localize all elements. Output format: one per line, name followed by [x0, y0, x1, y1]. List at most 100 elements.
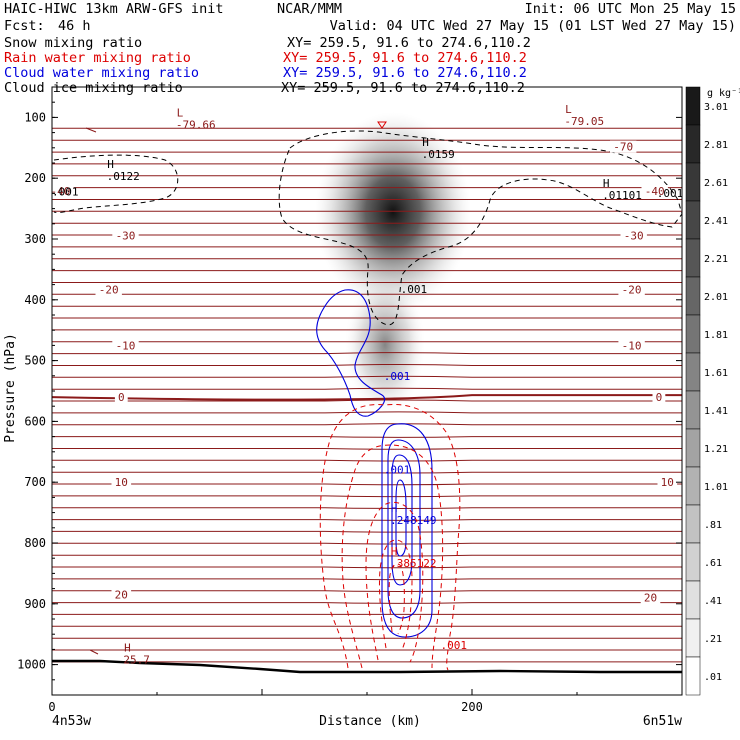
isotherm-label-bg — [111, 476, 132, 489]
colorbar-level: 3.01 — [704, 102, 728, 113]
rain-ring-3 — [365, 501, 424, 663]
y-tick-label: 500 — [24, 354, 46, 368]
cloud-ice-outline — [278, 130, 682, 326]
rain-ring-5 — [388, 563, 405, 635]
colorbar-swatch — [685, 580, 701, 620]
y-tick-label: 300 — [24, 232, 46, 246]
y-tick-label: 800 — [24, 536, 46, 550]
extremum-value: -79.66 — [176, 119, 216, 132]
isotherm-label-bg — [610, 140, 637, 153]
isotherm-label: -40 — [645, 185, 665, 198]
colorbar-swatch — [685, 542, 701, 582]
legend-xy-cloud-water: XY= 259.5, 91.6 to 274.6,110.2 — [283, 65, 527, 81]
y-tick-label: 200 — [24, 171, 46, 185]
isotherm-line — [52, 352, 682, 355]
isotherm-label-bg — [95, 283, 122, 296]
isotherm-label: -20 — [622, 283, 642, 296]
isotherm-label: -30 — [624, 229, 644, 242]
extremum-value: .001 — [401, 283, 428, 296]
colorbar-swatch — [685, 504, 701, 544]
legend-label-cloud-ice: Cloud ice mixing ratio — [4, 80, 183, 96]
isotherm-label: -20 — [99, 283, 119, 296]
x-axis: 0 200 — [48, 689, 683, 714]
extremum-value: .0122 — [107, 170, 140, 183]
extremum-letter: L — [565, 103, 572, 116]
isotherm-label: -10 — [116, 339, 136, 352]
isotherm-label: -40 — [50, 185, 70, 198]
cloud-ice-contour — [53, 130, 682, 326]
isotherm-line — [52, 471, 682, 474]
extremum-value: .001 — [52, 186, 79, 199]
cloud-water-outer — [381, 423, 433, 638]
colorbar-swatch — [685, 352, 701, 392]
isotherm-line — [52, 530, 682, 533]
isotherm-line — [52, 483, 682, 486]
colorbar-level: 2.41 — [704, 216, 728, 227]
run-title: HAIC-HIWC 13km ARW-GFS init — [4, 1, 223, 17]
legend-xy-snow: XY= 259.5, 91.6 to 274.6,110.2 — [287, 35, 531, 51]
cloud-water-contours — [316, 289, 433, 638]
colorbar: g kg⁻¹ 3.01 2.81 2.61 2.41 2.21 2.01 1.81 1.61 1… — [685, 86, 740, 696]
cloud-water-ring-2 — [387, 439, 421, 619]
isotherm-line — [52, 459, 682, 462]
isotherm-label: 10 — [661, 476, 674, 489]
isotherm-line — [52, 387, 682, 390]
legend-label-rain: Rain water mixing ratio — [4, 50, 191, 66]
extremum-letter: H — [391, 502, 398, 515]
isotherm-label-bg — [652, 391, 666, 404]
isotherm-line — [52, 423, 682, 426]
isotherm-line — [52, 495, 682, 498]
extremum-value: 25.7 — [123, 654, 149, 667]
temperature-contours — [52, 127, 682, 663]
x-right-endpoint: 6n51w — [643, 714, 682, 729]
snow-tail-shade — [345, 275, 425, 415]
y-tick-label: 400 — [24, 293, 46, 307]
extremum-value: .385122 — [390, 557, 436, 570]
arrow-marker — [85, 127, 99, 655]
colorbar-swatch — [685, 618, 701, 658]
cloud-water-upper — [316, 289, 386, 417]
colorbar-level: 1.41 — [704, 406, 728, 417]
extremum-letter: H — [603, 177, 610, 190]
legend-label-cloud-water: Cloud water mixing ratio — [4, 65, 199, 81]
isotherm-label: -10 — [622, 339, 642, 352]
isotherm-label-bg — [657, 476, 678, 489]
cloud-water-ring-3 — [391, 454, 413, 586]
isotherm-line — [52, 519, 682, 521]
colorbar-level: .61 — [704, 558, 722, 569]
temperature-labels: -70 -40 -40 -30 -30 -20 -20 -10 -10 0 0 10 10 20 20 — [50, 140, 678, 605]
y-axis-label: Pressure (hPa) — [3, 333, 18, 443]
rain-outer — [319, 403, 461, 671]
isotherm-label: 0 — [118, 391, 125, 404]
extremum-value: .0159 — [422, 148, 455, 161]
isotherm-line — [52, 602, 682, 604]
extremum-letter: H — [422, 136, 429, 149]
isotherm-line — [52, 578, 682, 581]
colorbar-swatch — [685, 276, 701, 316]
y-tick-label: 100 — [24, 110, 46, 124]
colorbar-swatch — [685, 390, 701, 430]
colorbar-swatch — [685, 124, 701, 164]
colorbar-swatch — [685, 466, 701, 506]
colorbar-swatch — [685, 86, 701, 126]
isotherm-label-bg — [641, 184, 668, 197]
isotherm-line — [52, 411, 682, 414]
colorbar-level: .81 — [704, 520, 722, 531]
isotherm-label: 10 — [115, 476, 128, 489]
organization: NCAR/MMM — [277, 1, 342, 17]
legend-xy-cloud-ice: XY= 259.5, 91.6 to 274.6,110.2 — [281, 80, 525, 96]
y-tick-label: 900 — [24, 597, 46, 611]
isotherm-line — [52, 448, 682, 450]
colorbar-level: 1.61 — [704, 368, 728, 379]
legend-xy-rain: XY= 259.5, 91.6 to 274.6,110.2 — [283, 50, 527, 66]
isotherm-line — [52, 566, 682, 569]
colorbar-unit: g kg⁻¹ — [707, 88, 740, 99]
extremum-value: .001 — [384, 370, 411, 383]
x-tick-label: 0 — [48, 700, 55, 714]
extremum-value: -79.05 — [564, 115, 604, 128]
x-left-endpoint: 4n53w — [52, 714, 91, 729]
header: HAIC-HIWC 13km ARW-GFS init NCAR/MMM Ini… — [4, 1, 736, 34]
isotherm-label-bg — [640, 591, 661, 604]
